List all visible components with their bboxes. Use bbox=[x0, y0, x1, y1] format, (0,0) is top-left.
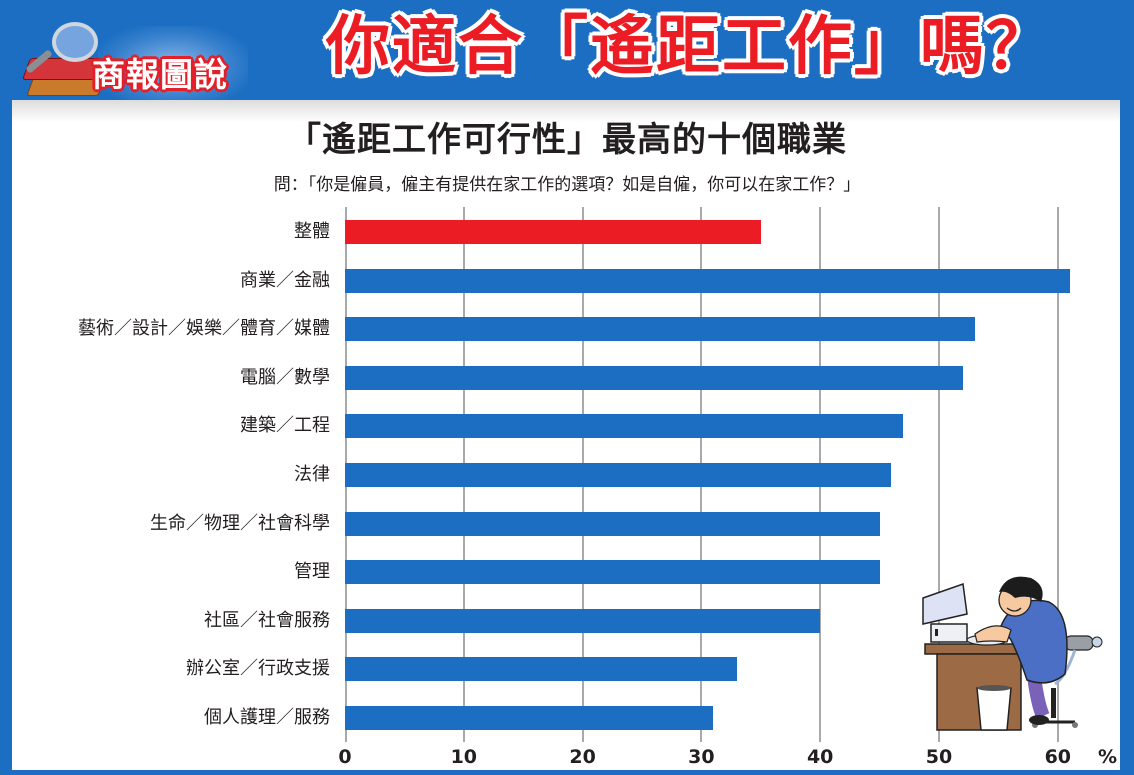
chart-subtitle: 問：「你是僱員，僱主有提供在家工作的選項？如是自僱，你可以在家工作？」 bbox=[273, 175, 861, 195]
bar bbox=[345, 706, 714, 730]
category-label: 整體 bbox=[294, 221, 330, 242]
gridline bbox=[1056, 207, 1059, 742]
logo: 商報圖說 bbox=[18, 18, 258, 106]
x-tick-label: 30 bbox=[688, 746, 715, 768]
bar bbox=[345, 268, 1070, 293]
bar bbox=[345, 317, 975, 342]
magnifier-icon bbox=[52, 22, 98, 62]
category-label: 電腦／數學 bbox=[240, 366, 330, 388]
bar bbox=[345, 414, 904, 439]
category-label: 管理 bbox=[294, 561, 330, 583]
bar bbox=[345, 657, 738, 682]
x-tick-label: 0 bbox=[338, 746, 352, 768]
chart-title: 「遙距工作可行性」最高的十個職業 bbox=[287, 120, 847, 160]
category-label: 辦公室／行政支援 bbox=[186, 658, 330, 680]
category-label: 個人護理／服務 bbox=[204, 707, 330, 728]
person-at-computer-icon bbox=[922, 576, 1103, 731]
logo-text: 商報圖說 bbox=[92, 55, 228, 94]
category-label: 法律 bbox=[294, 464, 330, 485]
bar bbox=[345, 511, 880, 536]
category-label: 社區／社會服務 bbox=[204, 609, 330, 631]
bar bbox=[345, 463, 892, 487]
category-label: 生命／物理／社會科學 bbox=[150, 512, 330, 534]
x-tick-label: 10 bbox=[450, 746, 478, 768]
category-label: 藝術／設計／娛樂／體育／媒體 bbox=[78, 318, 330, 340]
bar bbox=[345, 608, 821, 633]
headline: 你適合「遙距工作」嗎？ bbox=[326, 10, 1052, 84]
bar bbox=[345, 560, 880, 585]
bar-overall bbox=[345, 220, 761, 244]
logo-glow bbox=[98, 26, 248, 106]
plot-area bbox=[345, 207, 1070, 742]
x-tick-label: 60 bbox=[1044, 746, 1072, 768]
x-axis-unit: % bbox=[1098, 746, 1118, 768]
category-label: 建築／工程 bbox=[240, 415, 330, 437]
header-banner: 商報圖說 你適合「遙距工作」嗎？ bbox=[0, 0, 1134, 106]
gridline bbox=[938, 207, 940, 742]
x-tick-label: 20 bbox=[569, 746, 596, 768]
x-tick-label: 40 bbox=[806, 746, 834, 768]
category-label: 商業／金融 bbox=[240, 269, 330, 291]
bar bbox=[345, 365, 963, 390]
x-tick-label: 50 bbox=[925, 746, 953, 768]
